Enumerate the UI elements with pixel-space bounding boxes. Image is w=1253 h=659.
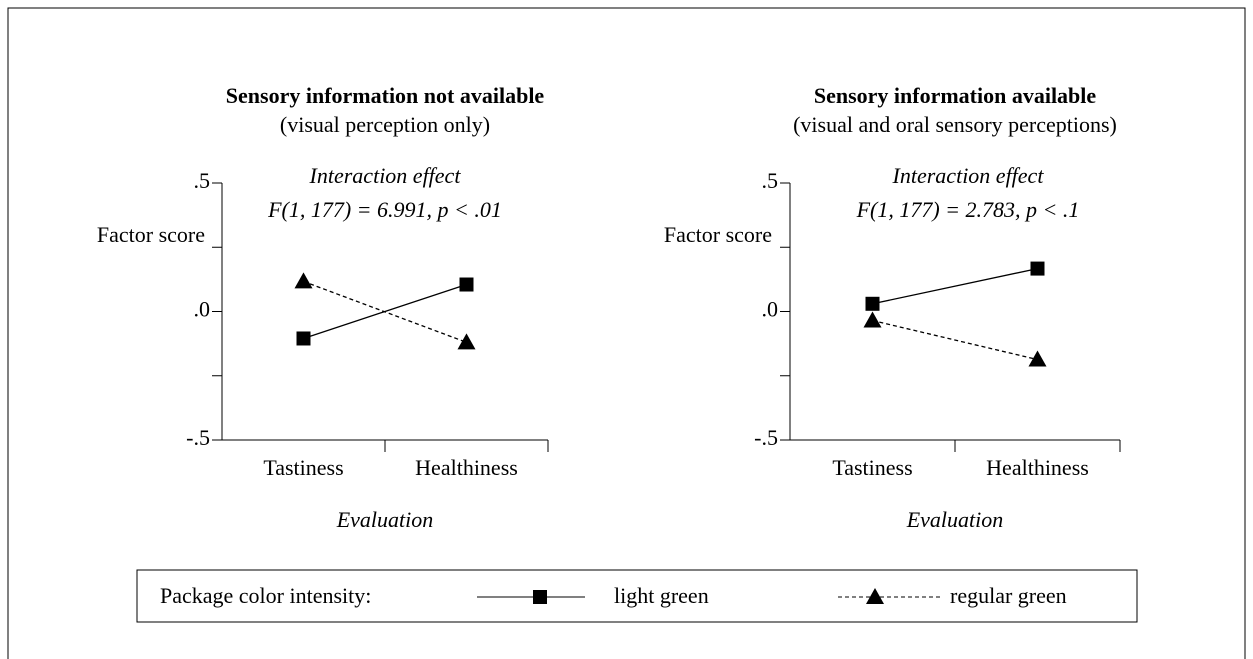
series-line [872,319,1038,361]
panel-title: Sensory information not available [226,83,545,108]
marker [459,277,474,292]
annotation: Interaction effect [309,163,462,188]
legend-box [136,569,1138,623]
series-line [303,280,467,343]
marker [865,296,880,311]
marker [296,331,311,346]
y-tick-label: .0 [762,297,779,322]
x-tick-label: Healthiness [986,455,1089,480]
panel-subtitle: (visual and oral sensory perceptions) [793,112,1117,137]
marker [294,272,313,289]
series-line [872,267,1038,305]
legend-label: regular green [950,583,1067,608]
annotation: F(1, 177) = 6.991, p < .01 [267,197,502,222]
annotation: F(1, 177) = 2.783, p < .1 [856,197,1080,222]
y-tick-label: -.5 [754,425,778,450]
x-axis-label: Evaluation [336,507,434,532]
y-tick-label: .5 [194,168,211,193]
x-tick-label: Healthiness [415,455,518,480]
y-tick-label: -.5 [186,425,210,450]
panel-subtitle: (visual perception only) [280,112,490,137]
marker [533,590,547,604]
annotation: Interaction effect [892,163,1045,188]
y-axis-label: Factor score [664,222,772,247]
y-tick-label: .5 [762,168,779,193]
x-tick-label: Tastiness [832,455,912,480]
legend-label: light green [614,583,709,608]
marker [866,588,884,604]
y-tick-label: .0 [194,297,211,322]
x-axis-label: Evaluation [906,507,1004,532]
legend-title: Package color intensity: [160,583,371,608]
panel-title: Sensory information available [814,83,1097,108]
y-axis-label: Factor score [97,222,205,247]
marker [1030,261,1045,276]
marker [457,333,476,350]
frame [7,7,1246,659]
marker [863,311,882,328]
x-tick-label: Tastiness [263,455,343,480]
marker [1028,350,1047,367]
